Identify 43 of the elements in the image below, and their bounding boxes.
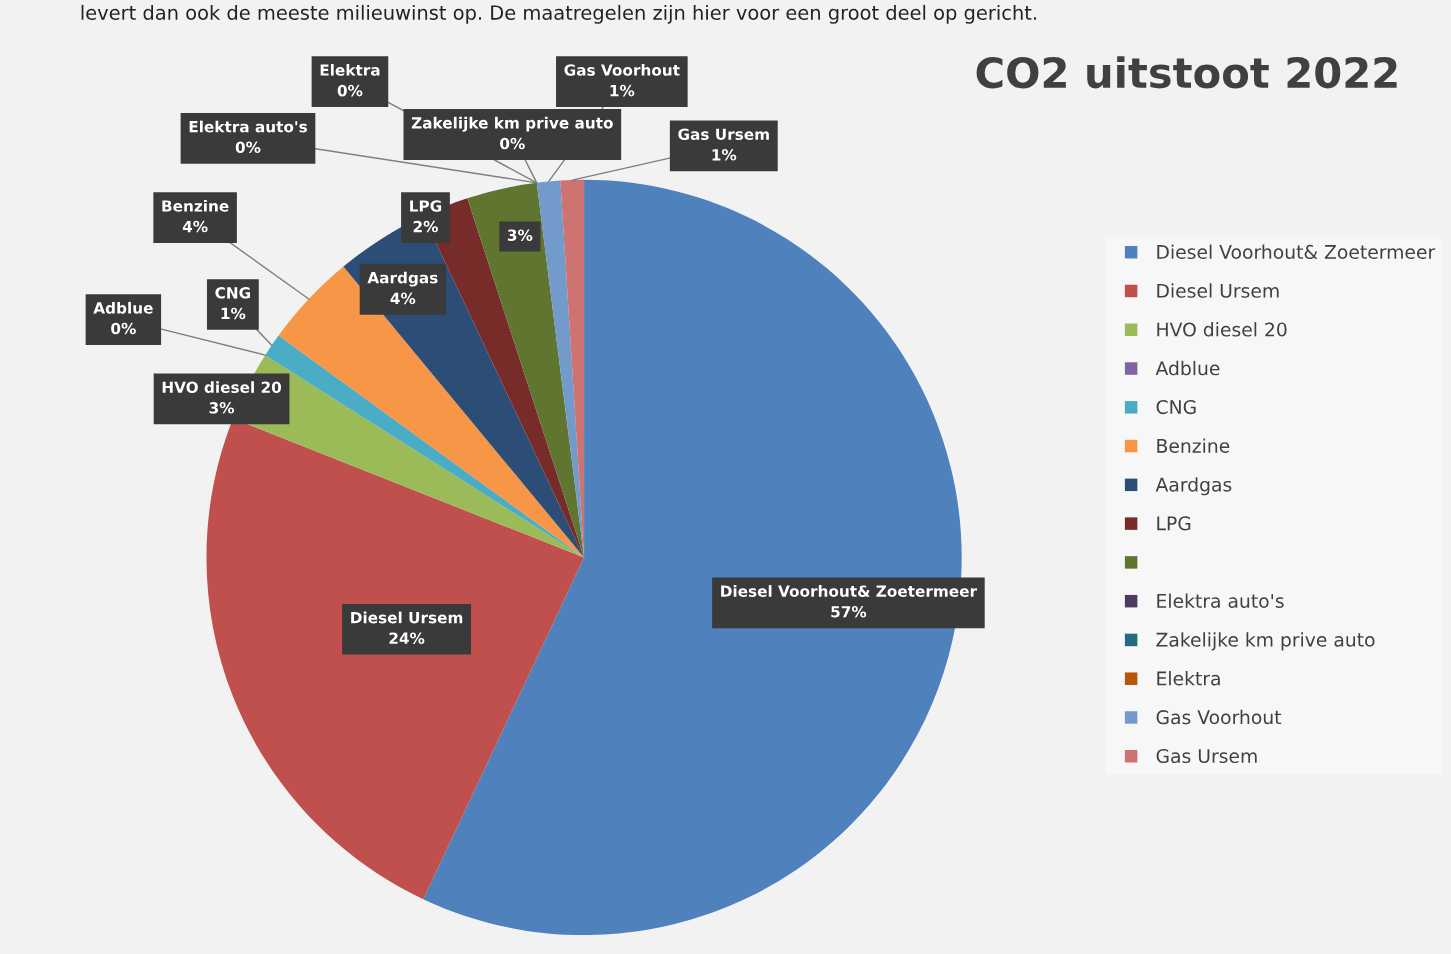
legend-label: Elektra <box>1157 671 1220 686</box>
slice-label: Gas Voorhout <box>564 64 680 76</box>
category-label: Elektra <box>320 64 380 76</box>
legend-label: Diesel Voorhout& Zoetermeer <box>1157 244 1436 260</box>
slice-label: Gas Ursem <box>678 128 769 141</box>
data-label: 1% <box>221 307 246 320</box>
slice-label: Benzine <box>162 199 229 212</box>
legend-label: Gas Ursem <box>1156 748 1257 764</box>
slice-label: LPG <box>410 200 442 212</box>
text: 0% <box>235 141 261 154</box>
legend-label: Benzine <box>1157 438 1230 453</box>
text: 0% <box>111 322 136 335</box>
legend-label: LPG <box>1157 516 1191 531</box>
slice-label: Diesel Voorhout& Zoetermeer <box>721 585 978 597</box>
data-label: 24% <box>389 632 425 644</box>
legend-label: HVO diesel 20 <box>1157 322 1287 337</box>
data-label: 3% <box>507 229 533 241</box>
data-label: 4% <box>182 220 208 233</box>
text: 0% <box>337 84 363 97</box>
category-label: Elektra auto's <box>189 120 307 133</box>
slice-label: HVO diesel 20 <box>162 381 282 394</box>
slice-label: CNG <box>215 287 251 299</box>
text: 0% <box>500 137 525 150</box>
slice-label: Diesel Ursem <box>351 611 463 624</box>
slice-label: Aardgas <box>367 271 438 287</box>
legend-label: Aardgas <box>1155 477 1232 496</box>
legend-label: Adblue <box>1155 360 1220 376</box>
text: levert dan ook de meeste milieuwinst op. De maatregelen zijn hier voor een groot deel op gericht. <box>81 4 1036 24</box>
legend-label: Diesel Ursem <box>1157 283 1279 298</box>
pie-slice <box>467 182 585 558</box>
legend-label: Zakelijke km prive auto <box>1156 632 1375 651</box>
data-label: 1% <box>712 149 737 161</box>
category-label: Zakelijke km prive auto <box>411 116 613 132</box>
data-label: 4% <box>390 292 416 305</box>
data-label: 1% <box>610 84 635 97</box>
chart-title: CO2 uitstoot 2022 <box>976 56 1397 89</box>
data-label: 57% <box>831 605 867 618</box>
legend-label: CNG <box>1156 399 1196 415</box>
legend-label: Elektra auto's <box>1157 593 1284 608</box>
legend-label: Gas Voorhout <box>1156 709 1282 725</box>
category-label: Adblue <box>93 301 153 314</box>
data-label: 2% <box>413 220 438 233</box>
data-label: 3% <box>209 402 235 414</box>
